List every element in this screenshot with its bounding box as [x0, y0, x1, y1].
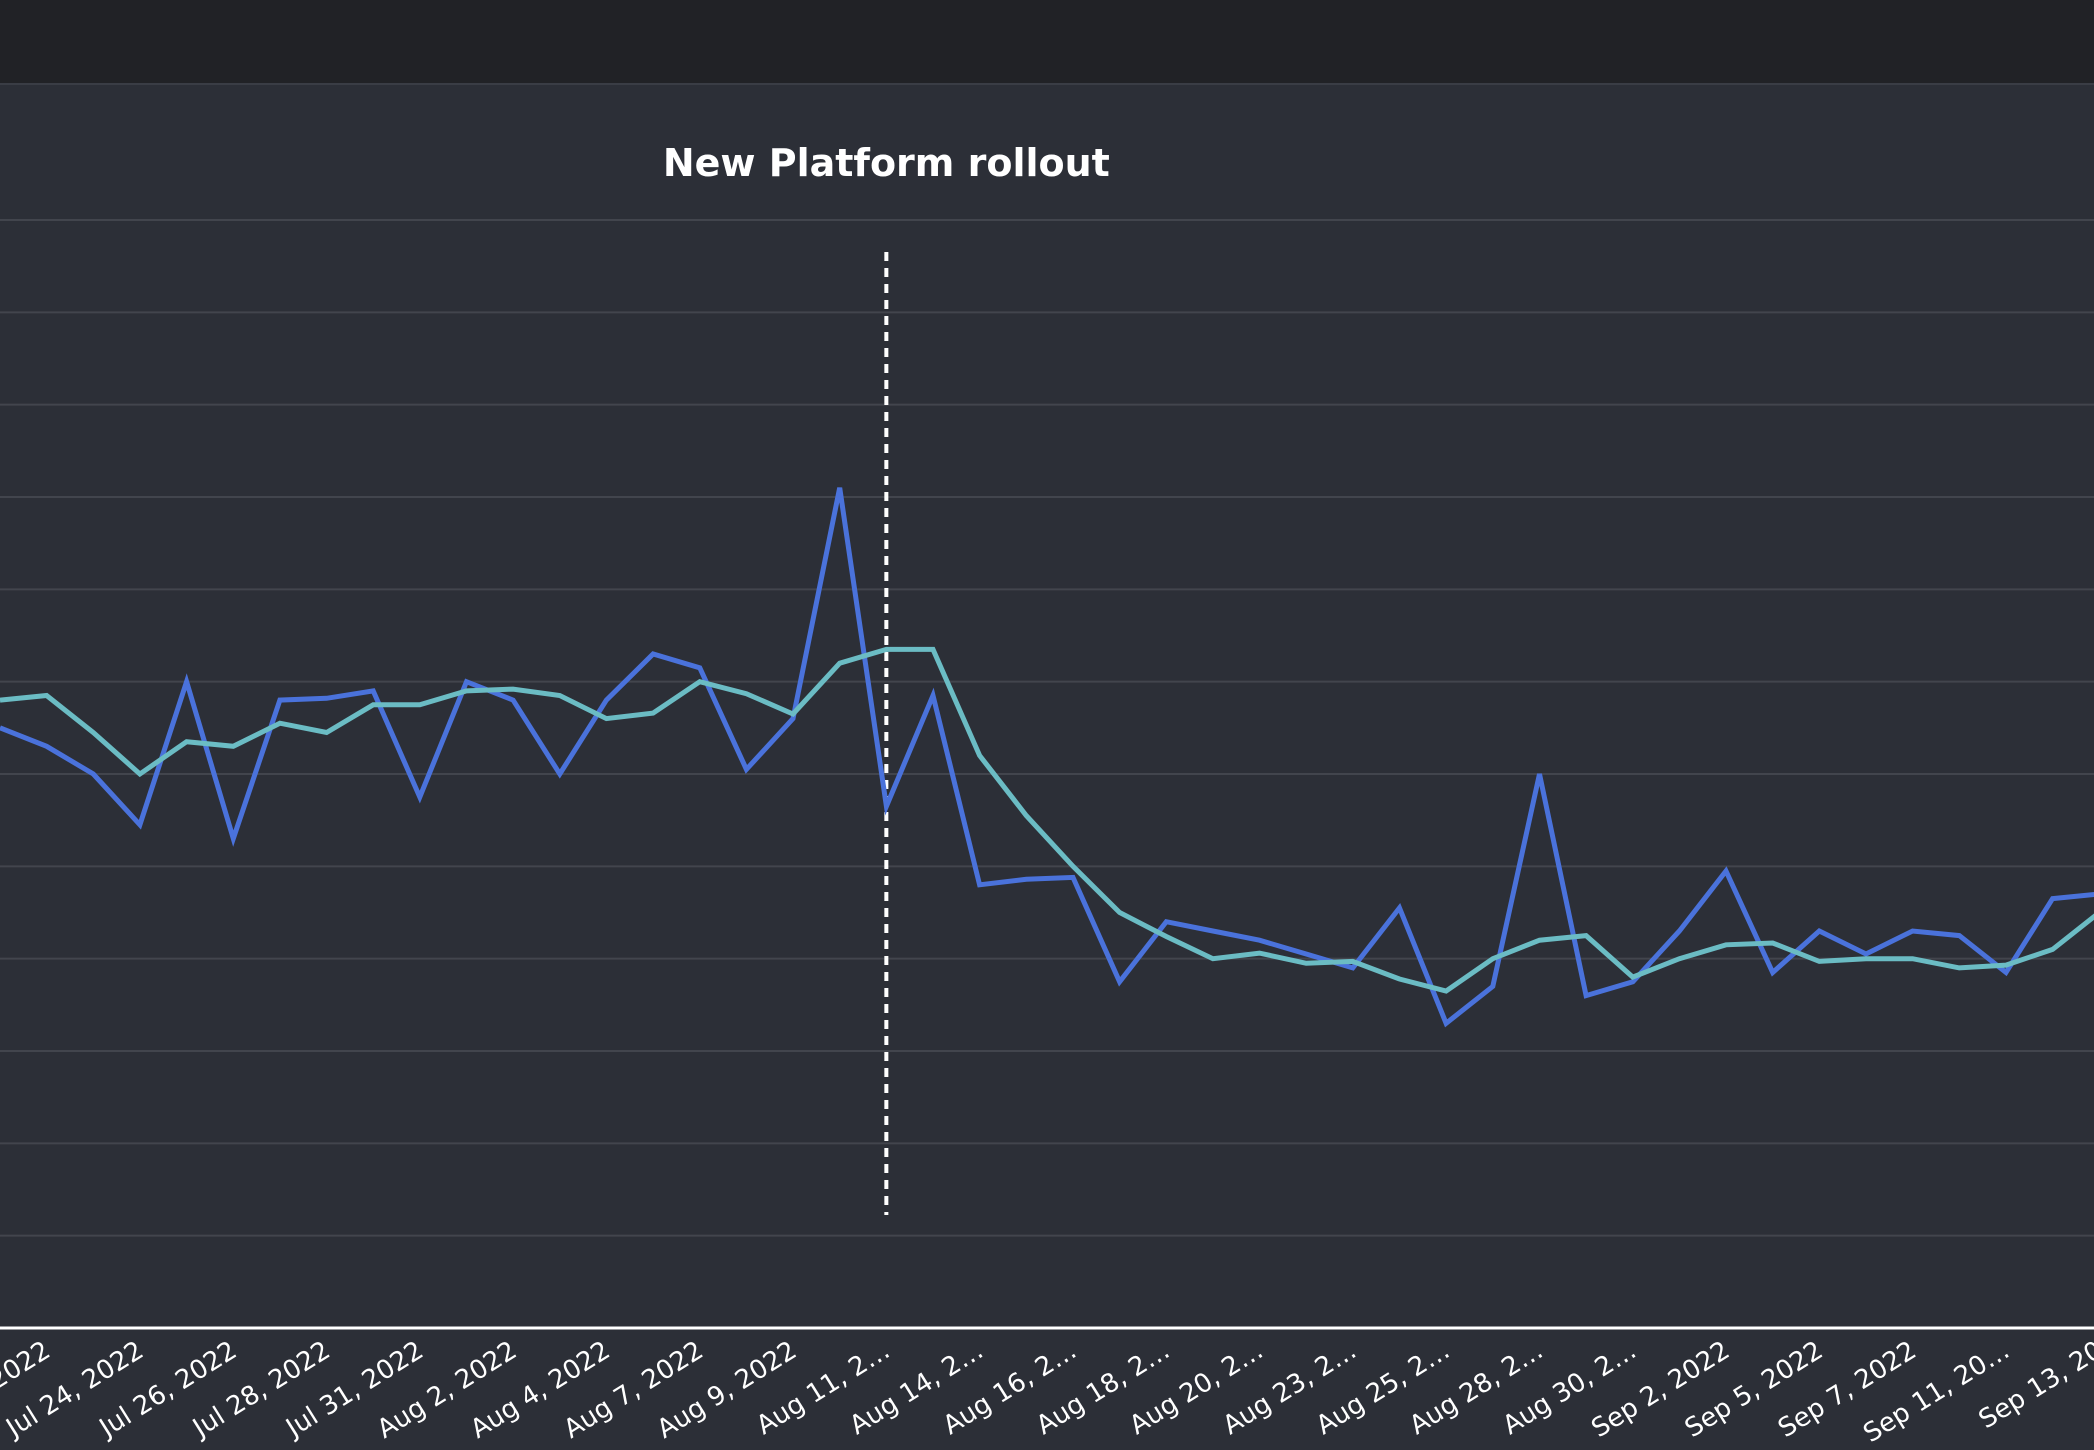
- series-line-2: [0, 646, 2094, 994]
- annotation-label: New Platform rollout: [663, 141, 1110, 185]
- series-lines: [0, 487, 2094, 1028]
- annotation: New Platform rollout: [663, 141, 1110, 1215]
- gridlines: [0, 219, 2094, 1237]
- x-tick-label: 2022: [0, 1335, 56, 1396]
- dashboard-top-bar: [0, 0, 2094, 85]
- series-line-1: [0, 487, 2094, 1028]
